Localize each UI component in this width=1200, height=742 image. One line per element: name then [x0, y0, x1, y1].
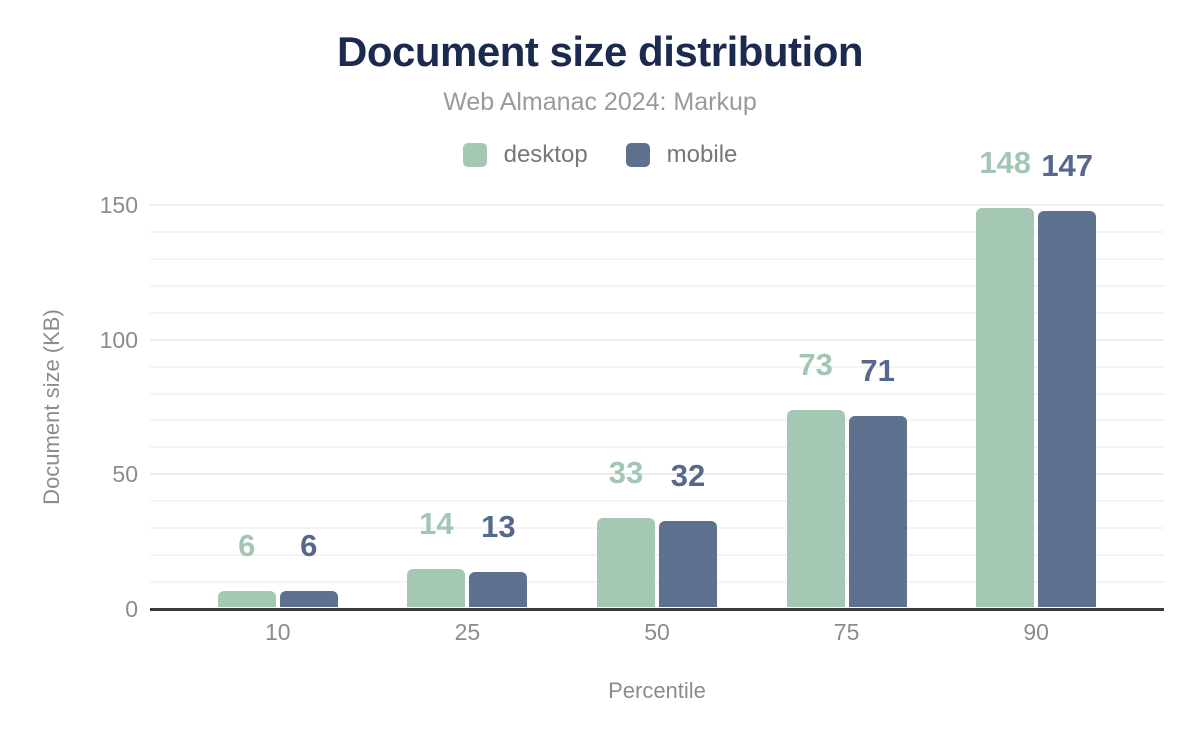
mobile-swatch-icon: [625, 143, 650, 167]
chart-subtitle: Web Almanac 2024: Markup: [443, 88, 757, 116]
gridline-20: [150, 554, 1164, 557]
gridline-130: [150, 257, 1164, 260]
bar-value-mobile-p10: 6: [300, 527, 318, 563]
bar-desktop-p25[interactable]: [407, 569, 466, 607]
gridline-110: [150, 311, 1164, 314]
gridline-150: [150, 204, 1164, 206]
gridline-10: [150, 581, 1164, 584]
legend: desktop mobile: [0, 141, 1200, 169]
x-axis-line: [150, 608, 1164, 611]
x-tick-25: 25: [454, 619, 481, 645]
bar-mobile-p25[interactable]: [469, 572, 528, 607]
bar-desktop-p10[interactable]: [217, 590, 276, 607]
bar-mobile-p50[interactable]: [659, 520, 717, 607]
bar-value-desktop-p10: 6: [238, 527, 256, 563]
y-tick-50: 50: [112, 461, 138, 488]
gridline-140: [150, 230, 1164, 233]
bar-desktop-p50[interactable]: [597, 518, 655, 607]
chart-title: Document size distribution: [336, 28, 864, 75]
gridline-120: [150, 284, 1164, 287]
bar-value-desktop-p90: 148: [979, 145, 1032, 181]
bar-value-mobile-p90: 147: [1041, 148, 1094, 184]
bar-mobile-p75[interactable]: [848, 415, 907, 607]
gridline-100: [150, 338, 1164, 341]
gridline-70: [150, 419, 1164, 422]
bar-value-mobile-p50: 32: [670, 457, 706, 493]
x-tick-10: 10: [265, 619, 291, 645]
legend-item-desktop: desktop: [462, 141, 588, 169]
x-tick-75: 75: [833, 619, 860, 645]
x-tick-50: 50: [644, 619, 670, 645]
bar-value-desktop-p50: 33: [608, 455, 644, 491]
bar-desktop-p75[interactable]: [786, 410, 845, 607]
bar-value-desktop-p25: 14: [419, 506, 454, 542]
gridline-40: [150, 500, 1164, 503]
bar-mobile-p10[interactable]: [279, 590, 338, 607]
y-axis-ticks: 0 50 100 150: [0, 192, 138, 622]
bar-mobile-p90[interactable]: [1038, 211, 1097, 607]
y-tick-0: 0: [125, 596, 138, 622]
y-tick-100: 100: [99, 326, 138, 353]
plot-area: 6 6 10 14 13 25 33 32 50 73 71 75 148 147 90: [150, 147, 1164, 645]
legend-item-mobile: mobile: [625, 141, 738, 169]
bar-desktop-p90[interactable]: [976, 208, 1035, 607]
bar-value-mobile-p25: 13: [481, 509, 516, 544]
gridline-30: [150, 527, 1164, 530]
legend-label-mobile: mobile: [666, 141, 738, 168]
gridline-90: [150, 365, 1164, 368]
bar-value-desktop-p75: 73: [798, 347, 833, 383]
gridline-60: [150, 446, 1164, 449]
gridline-80: [150, 392, 1164, 395]
legend-label-desktop: desktop: [503, 141, 588, 168]
y-tick-150: 150: [99, 192, 138, 218]
bar-value-mobile-p75: 71: [860, 352, 895, 388]
x-axis-title: Percentile: [608, 678, 706, 703]
desktop-swatch-icon: [462, 143, 487, 167]
x-tick-90: 90: [1023, 619, 1049, 645]
gridline-50: [150, 473, 1164, 476]
